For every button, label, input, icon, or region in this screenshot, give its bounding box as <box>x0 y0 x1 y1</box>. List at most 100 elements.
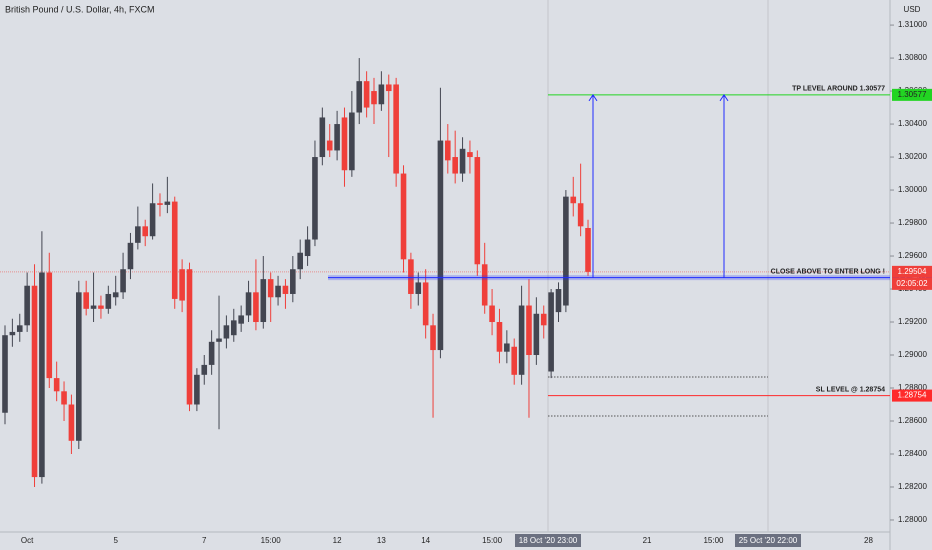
candle-body <box>474 157 481 265</box>
price-box-label: 1.30577 <box>898 90 927 99</box>
candle-body <box>112 292 119 298</box>
candle-body <box>319 117 326 158</box>
candle-body <box>563 196 569 306</box>
candle-body <box>422 282 429 326</box>
candle-body <box>24 285 30 326</box>
candle-body <box>304 239 311 257</box>
candle-body <box>548 292 554 372</box>
candle-body <box>90 305 97 309</box>
countdown: 02:05:02 <box>896 279 928 288</box>
price-box <box>892 265 932 278</box>
candle-body <box>253 292 259 323</box>
candle-body <box>260 279 267 323</box>
candle-body <box>186 269 193 405</box>
level-name: TP LEVEL AROUND 1.30577 <box>792 86 885 93</box>
candle-body <box>504 343 510 352</box>
price-box <box>892 389 932 402</box>
arrow-head <box>719 93 729 102</box>
y-tick-label: 1.30800 <box>898 53 927 62</box>
candle-body <box>61 391 67 405</box>
candle-body <box>223 325 230 339</box>
candle-body <box>555 289 562 313</box>
candle-body <box>2 335 8 413</box>
candle-body <box>201 364 208 375</box>
candle-body <box>481 264 488 306</box>
candle-body <box>83 292 89 309</box>
candle-body <box>445 140 451 161</box>
candle-body <box>437 140 444 351</box>
candle-body <box>179 269 185 301</box>
x-tick-label: 21 <box>643 536 652 545</box>
candle-body <box>577 203 584 227</box>
range-label: 25 Oct '20 22:00 <box>739 536 798 545</box>
candle-body <box>216 338 222 342</box>
candle-body <box>238 315 244 324</box>
x-tick-label: 7 <box>202 536 207 545</box>
candle-body <box>378 84 385 105</box>
candle-body <box>171 201 178 299</box>
y-tick-label: 1.29600 <box>898 251 927 260</box>
y-tick-label: 1.28600 <box>898 416 927 425</box>
candle-body <box>31 285 38 478</box>
candle-body <box>452 157 458 174</box>
x-tick-label: 15:00 <box>703 536 724 545</box>
candle-body <box>39 272 45 478</box>
candle-body <box>467 152 473 158</box>
candle-body <box>459 148 466 174</box>
range-label-box <box>515 534 581 547</box>
candle-body <box>267 279 274 298</box>
candle-body <box>585 227 591 272</box>
candle-body <box>385 84 392 92</box>
y-tick-label: 1.31000 <box>898 20 927 29</box>
x-tick-label: 15:00 <box>482 536 503 545</box>
candle-body <box>76 292 82 441</box>
candle-body <box>208 341 215 365</box>
y-tick-label: 1.30200 <box>898 152 927 161</box>
candle-body <box>194 374 200 405</box>
candle-body <box>164 201 171 205</box>
candle-body <box>135 226 141 243</box>
candle-body <box>393 84 399 174</box>
candle-body <box>400 173 407 260</box>
candle-body <box>127 242 134 270</box>
candle-body <box>341 117 348 171</box>
candle-body <box>371 91 377 105</box>
x-tick-label: Oct <box>21 536 34 545</box>
chart-title: British Pound / U.S. Dollar, 4h, FXCM <box>5 4 155 14</box>
candle-body <box>363 81 370 108</box>
level-name: CLOSE ABOVE TO ENTER LONG ! <box>771 268 885 275</box>
candle-body <box>282 285 289 294</box>
x-tick-label: 28 <box>864 536 873 545</box>
candle-body <box>53 378 60 392</box>
candle-body <box>105 293 112 309</box>
x-tick-label: 5 <box>113 536 118 545</box>
candle-body <box>334 124 340 151</box>
candle-body <box>9 331 16 336</box>
x-tick-label: 12 <box>333 536 342 545</box>
arrow-head <box>588 93 598 102</box>
candle-body <box>16 325 23 332</box>
y-tick-label: 1.28400 <box>898 449 927 458</box>
candle-body <box>496 322 503 352</box>
y-tick-label: 1.28000 <box>898 515 927 524</box>
candle-body <box>533 313 540 356</box>
candle-body <box>68 404 75 441</box>
candle-body <box>526 305 532 356</box>
y-tick-label: 1.29800 <box>898 218 927 227</box>
candle-body <box>297 252 303 270</box>
last-price-label: 1.29504 <box>898 267 927 276</box>
range-label: 18 Oct '20 23:00 <box>519 536 578 545</box>
candle-body <box>142 226 149 237</box>
candle-body <box>149 203 156 237</box>
y-tick-label: 1.29000 <box>898 350 927 359</box>
candle-body <box>46 272 53 379</box>
candle-body <box>312 157 318 240</box>
candle-body <box>326 140 333 151</box>
x-tick-label: 15:00 <box>261 536 282 545</box>
currency: USD <box>904 5 921 14</box>
candle-body <box>511 346 518 375</box>
candle-body <box>430 325 436 351</box>
candle-body <box>570 196 577 204</box>
candle-body <box>98 305 104 309</box>
range-label-box <box>735 534 801 547</box>
